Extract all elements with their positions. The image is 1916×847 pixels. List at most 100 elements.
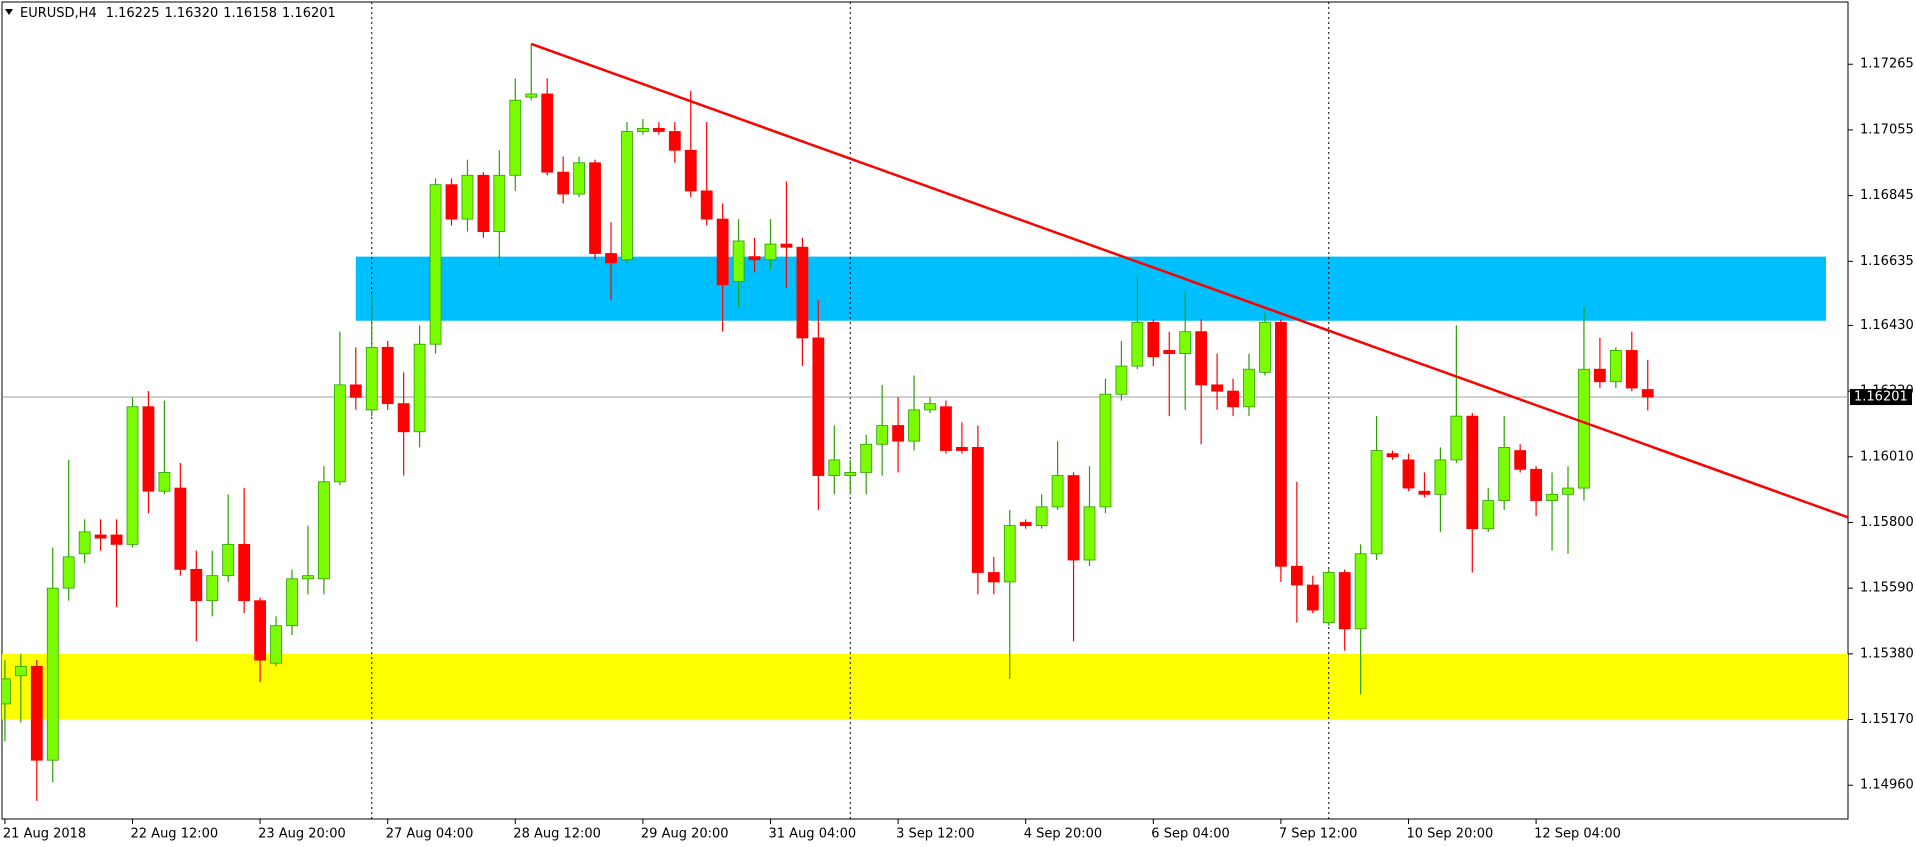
candle-body [445,184,458,220]
candle-body [1418,490,1431,495]
candle-body [397,403,410,433]
candle-body [1338,572,1351,630]
candle-body [206,575,219,602]
y-tick-label: 1.15590 [1860,581,1914,596]
candle-body [1306,584,1319,611]
candle-body [1083,506,1096,561]
y-tick-label: 1.14960 [1860,778,1914,793]
candle-body [1211,384,1223,392]
candles [2,43,1654,801]
candle-body [1641,389,1654,398]
candle-body [684,149,697,192]
candle-body [557,171,570,195]
quote-low: 1.16158 [223,6,277,21]
candle-body [1625,350,1638,389]
x-tick-label: 12 Sep 04:00 [1534,827,1621,842]
x-tick-label: 10 Sep 20:00 [1407,827,1494,842]
candle-body [1035,506,1048,527]
candle-body [477,174,490,232]
candle-body [1514,450,1527,470]
candle-body [62,556,75,589]
candle-body [1019,522,1032,527]
x-tick-label: 27 Aug 04:00 [386,827,474,842]
candle-body [1051,475,1064,508]
candle-body [1609,350,1622,383]
candle-body [1370,450,1383,555]
current-price-label: 1.16201 [1854,390,1908,405]
y-tick-label: 1.15380 [1860,646,1914,661]
axes: 1.17265 1.17055 1.16845 1.16635 1.16430 1.162… [3,57,1914,842]
y-tick-label: 1.17055 [1860,122,1914,137]
candle-body [1163,350,1176,354]
candle-body [860,443,873,473]
candle-body [573,162,585,195]
y-tick-label: 1.16635 [1860,254,1914,269]
y-tick-label: 1.17265 [1860,57,1914,72]
candle-body [1227,390,1239,408]
x-tick-label: 3 Sep 12:00 [896,827,975,842]
candle-body [1562,487,1574,495]
candle-body [190,568,203,602]
candle-body [1482,500,1495,530]
candle-body [621,131,633,261]
candle-body [971,447,984,573]
candle-body [1275,321,1287,567]
candle-body [956,447,968,451]
y-tick-label: 1.15170 [1860,712,1914,727]
x-tick-label: 31 Aug 04:00 [769,827,857,842]
candle-body [14,665,27,677]
candle-body [1322,572,1335,623]
candle-body [333,384,346,483]
candle-body [1115,365,1128,395]
candle-body [1099,393,1112,508]
candle-body [876,425,889,445]
candle-body [764,243,777,261]
chart-header: EURUSD,H4 1.16225 1.16320 1.16158 1.16201 [20,6,336,21]
x-tick-label: 7 Sep 12:00 [1279,827,1358,842]
candle-body [1259,321,1271,373]
candle-body [940,406,952,451]
candle-body [381,346,394,405]
x-tick-label: 4 Sep 20:00 [1024,827,1103,842]
candle-body [78,531,91,555]
candle-body [637,127,649,132]
candle-body [1578,368,1590,489]
candle-body [254,600,267,661]
candle-body [1195,331,1208,386]
candle-body [828,459,841,476]
x-tick-label: 21 Aug 2018 [3,827,86,842]
candle-body [605,253,617,264]
x-tick-label: 23 Aug 20:00 [258,827,346,842]
candle-body [1003,525,1016,583]
candle-body [924,403,936,411]
candle-body [1067,475,1080,561]
candle-body [142,406,155,492]
candle-body [1594,368,1606,383]
chart-title: EURUSD,H4 [20,6,97,21]
candle-body [30,665,43,761]
candle-body [1147,321,1160,358]
candle-body [652,127,665,132]
candle-body [1243,368,1255,408]
candle-body [844,472,857,476]
candle-body [110,534,123,545]
candle-body [349,384,362,398]
candle-body [812,337,825,476]
y-tick-label: 1.16010 [1860,449,1914,464]
candle-body [892,425,904,442]
candle-body [509,99,522,176]
candle-body [94,534,107,539]
candle-body [413,343,426,433]
candle-body [748,256,761,261]
x-tick-label: 29 Aug 20:00 [641,827,729,842]
zones [2,256,1848,720]
candle-body [1290,565,1303,586]
y-tick-label: 1.16430 [1860,318,1914,333]
zone [2,653,1848,720]
candle-body [126,406,139,545]
candle-body [525,93,538,98]
candle-body [317,481,330,580]
menu-arrow[interactable] [5,9,13,15]
current-price-box [1850,389,1912,406]
